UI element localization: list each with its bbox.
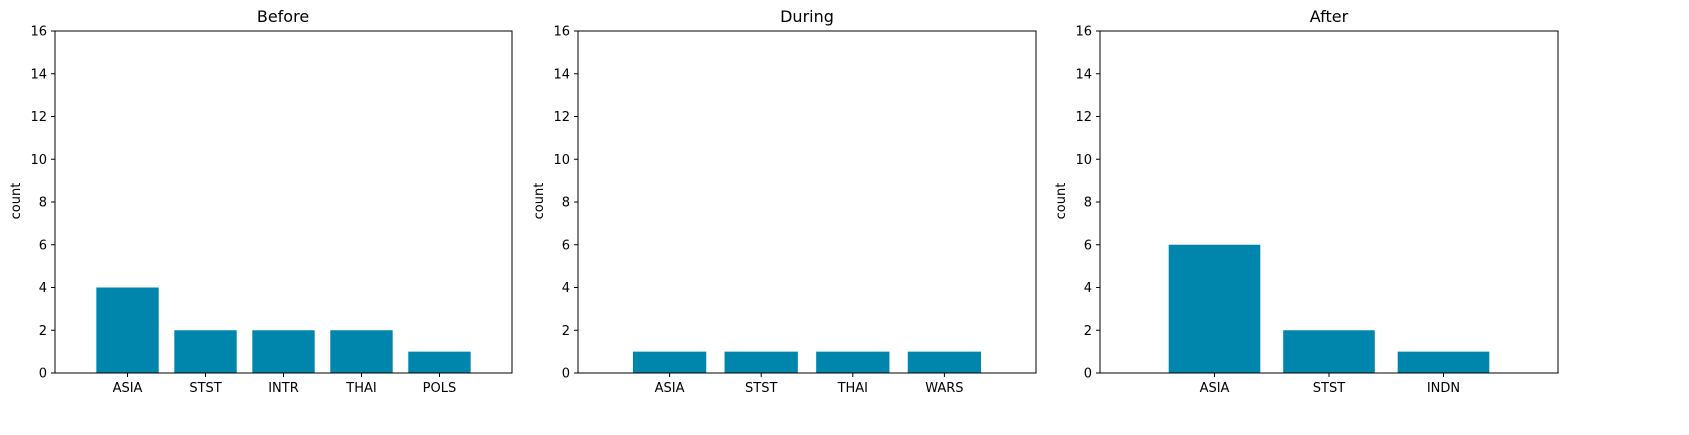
before-bar-asia xyxy=(96,287,159,373)
during-ytick-label: 0 xyxy=(562,367,570,382)
before-ytick-label: 8 xyxy=(39,196,47,211)
panel-during-title: During xyxy=(780,7,834,26)
panel-during-plot: 0 2 4 6 8 10 12 14 16 ASIA STST THAI WARS xyxy=(553,25,1037,396)
before-axes-frame xyxy=(54,30,513,374)
after-axes-frame xyxy=(1099,30,1559,374)
during-bar-thai xyxy=(816,351,890,374)
before-ytick-label: 16 xyxy=(30,25,47,40)
after-bar-stst xyxy=(1283,330,1375,373)
panel-before-plot: 0 2 4 6 8 10 12 14 16 ASIA STST INTR THAI POLS xyxy=(30,25,513,396)
after-xtick-label: INDN xyxy=(1427,381,1460,396)
during-bar-asia xyxy=(632,351,707,374)
panel-before-title: Before xyxy=(257,7,309,26)
during-ytick-label: 2 xyxy=(562,324,570,339)
during-ytick-label: 4 xyxy=(562,281,570,296)
before-xtick-label: POLS xyxy=(423,381,457,396)
after-ytick-label: 14 xyxy=(1075,67,1092,82)
before-ytick-label: 10 xyxy=(30,153,47,168)
after-ytick-label: 0 xyxy=(1084,367,1092,382)
after-bar-asia xyxy=(1168,244,1261,373)
panel-after-plot: 0 2 4 6 8 10 12 14 16 ASIA STST INDN xyxy=(1075,25,1559,396)
before-xtick-label: THAI xyxy=(345,381,376,396)
during-ytick-label: 8 xyxy=(562,196,570,211)
panel-after-title: After xyxy=(1310,7,1349,26)
after-xtick-label: ASIA xyxy=(1200,381,1230,396)
after-bar-indn xyxy=(1397,351,1490,374)
before-ytick-label: 14 xyxy=(30,67,47,82)
panel-after-ylabel: count xyxy=(1054,183,1069,220)
during-bar-stst xyxy=(724,351,798,374)
before-bar-pols xyxy=(408,351,471,374)
after-ytick-label: 4 xyxy=(1084,281,1092,296)
after-ytick-label: 2 xyxy=(1084,324,1092,339)
before-xtick-label: STST xyxy=(189,381,221,396)
before-ytick-label: 0 xyxy=(39,367,47,382)
before-ytick-label: 4 xyxy=(39,281,47,296)
after-ytick-label: 10 xyxy=(1075,153,1092,168)
during-ytick-label: 16 xyxy=(553,25,570,40)
after-ytick-label: 8 xyxy=(1084,196,1092,211)
after-ytick-label: 12 xyxy=(1075,110,1092,125)
during-ytick-label: 14 xyxy=(553,67,570,82)
panel-during-ylabel: count xyxy=(532,183,547,220)
before-xtick-label: INTR xyxy=(268,381,299,396)
panel-before-ylabel: count xyxy=(9,183,24,220)
panel-before: Before count 0 2 4 6 8 10 12 14 16 ASIA STST INTR TH… xyxy=(9,7,513,396)
before-bar-intr xyxy=(252,330,315,373)
before-bar-stst xyxy=(174,330,237,373)
during-xtick-label: ASIA xyxy=(655,381,685,396)
after-xtick-label: STST xyxy=(1313,381,1345,396)
during-xtick-label: THAI xyxy=(837,381,868,396)
before-ytick-label: 2 xyxy=(39,324,47,339)
during-axes-frame xyxy=(577,30,1037,374)
before-ytick-label: 12 xyxy=(30,110,47,125)
before-xtick-label: ASIA xyxy=(113,381,143,396)
after-ytick-label: 6 xyxy=(1084,238,1092,253)
during-xtick-label: WARS xyxy=(925,381,963,396)
panel-during: During count 0 2 4 6 8 10 12 14 16 ASIA STST THAI WA… xyxy=(532,7,1037,396)
during-bar-wars xyxy=(907,351,982,374)
before-bar-thai xyxy=(330,330,393,373)
during-ytick-label: 6 xyxy=(562,238,570,253)
during-xtick-label: STST xyxy=(745,381,777,396)
during-ytick-label: 12 xyxy=(553,110,570,125)
before-ytick-label: 6 xyxy=(39,238,47,253)
panel-after: After count 0 2 4 6 8 10 12 14 16 ASIA STST INDN xyxy=(1054,7,1559,396)
during-ytick-label: 10 xyxy=(553,153,570,168)
after-ytick-label: 16 xyxy=(1075,25,1092,40)
